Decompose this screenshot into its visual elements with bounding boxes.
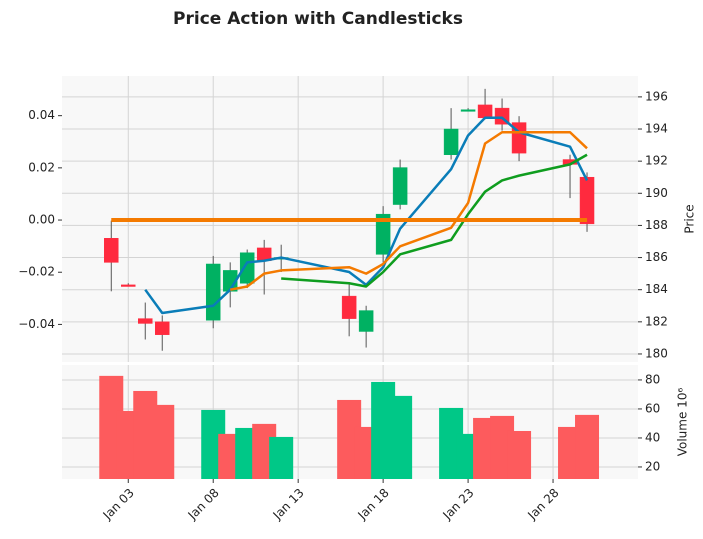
candle-body bbox=[460, 109, 476, 112]
candle-body bbox=[239, 252, 255, 284]
y2-tick-label: 0.00 bbox=[28, 213, 55, 227]
candle-body bbox=[477, 104, 493, 119]
candle-body bbox=[392, 167, 408, 205]
line-series bbox=[281, 153, 588, 288]
y-axis-label: Price bbox=[683, 204, 697, 233]
x-tick-label: Jan 23 bbox=[439, 486, 476, 523]
y2-tick-label: −0.04 bbox=[18, 317, 55, 331]
candle-body bbox=[205, 263, 221, 321]
line-series bbox=[229, 130, 588, 291]
volume-bar bbox=[507, 430, 532, 479]
y-tick-label: 196 bbox=[645, 89, 668, 103]
y-tick-label: 186 bbox=[645, 250, 668, 264]
candle-body bbox=[104, 238, 119, 263]
y2-tick-label: 0.04 bbox=[28, 108, 55, 122]
x-tick-label: Jan 18 bbox=[355, 486, 392, 523]
x-tick-label: Jan 13 bbox=[270, 486, 307, 523]
y2-tick-label: −0.02 bbox=[18, 265, 55, 279]
y-tick-label: 184 bbox=[645, 282, 668, 296]
candle-body bbox=[341, 295, 357, 319]
candle-body bbox=[121, 284, 136, 287]
candle-body bbox=[358, 310, 374, 332]
volume-bar bbox=[388, 395, 413, 479]
y-tick-label: 194 bbox=[645, 122, 668, 136]
y-tick-label: 182 bbox=[645, 314, 668, 328]
x-tick-label: Jan 03 bbox=[100, 486, 137, 523]
chart-title: Price Action with Candlesticks bbox=[173, 9, 463, 29]
volume-axis-label: Volume 10⁶ bbox=[676, 388, 690, 457]
candle-body bbox=[443, 128, 459, 155]
y2-tick-label: 0.02 bbox=[28, 160, 55, 174]
candle-body bbox=[138, 318, 153, 324]
volume-tick-label: 80 bbox=[645, 372, 660, 386]
volume-bar bbox=[575, 414, 600, 479]
x-tick-label: Jan 28 bbox=[524, 486, 561, 523]
volume-bar bbox=[150, 404, 175, 479]
y-tick-label: 180 bbox=[645, 346, 668, 360]
candle-body bbox=[154, 321, 170, 335]
y-tick-label: 190 bbox=[645, 186, 668, 200]
volume-bar bbox=[269, 436, 294, 479]
candle-body bbox=[375, 213, 391, 255]
volume-tick-label: 40 bbox=[645, 430, 660, 444]
y-tick-label: 192 bbox=[645, 154, 668, 168]
candle-body bbox=[579, 176, 595, 225]
volume-tick-label: 60 bbox=[645, 401, 660, 415]
y-tick-label: 188 bbox=[645, 218, 668, 232]
volume-tick-label: 20 bbox=[645, 459, 660, 473]
line-series bbox=[144, 116, 589, 315]
x-tick-label: Jan 08 bbox=[185, 486, 222, 523]
